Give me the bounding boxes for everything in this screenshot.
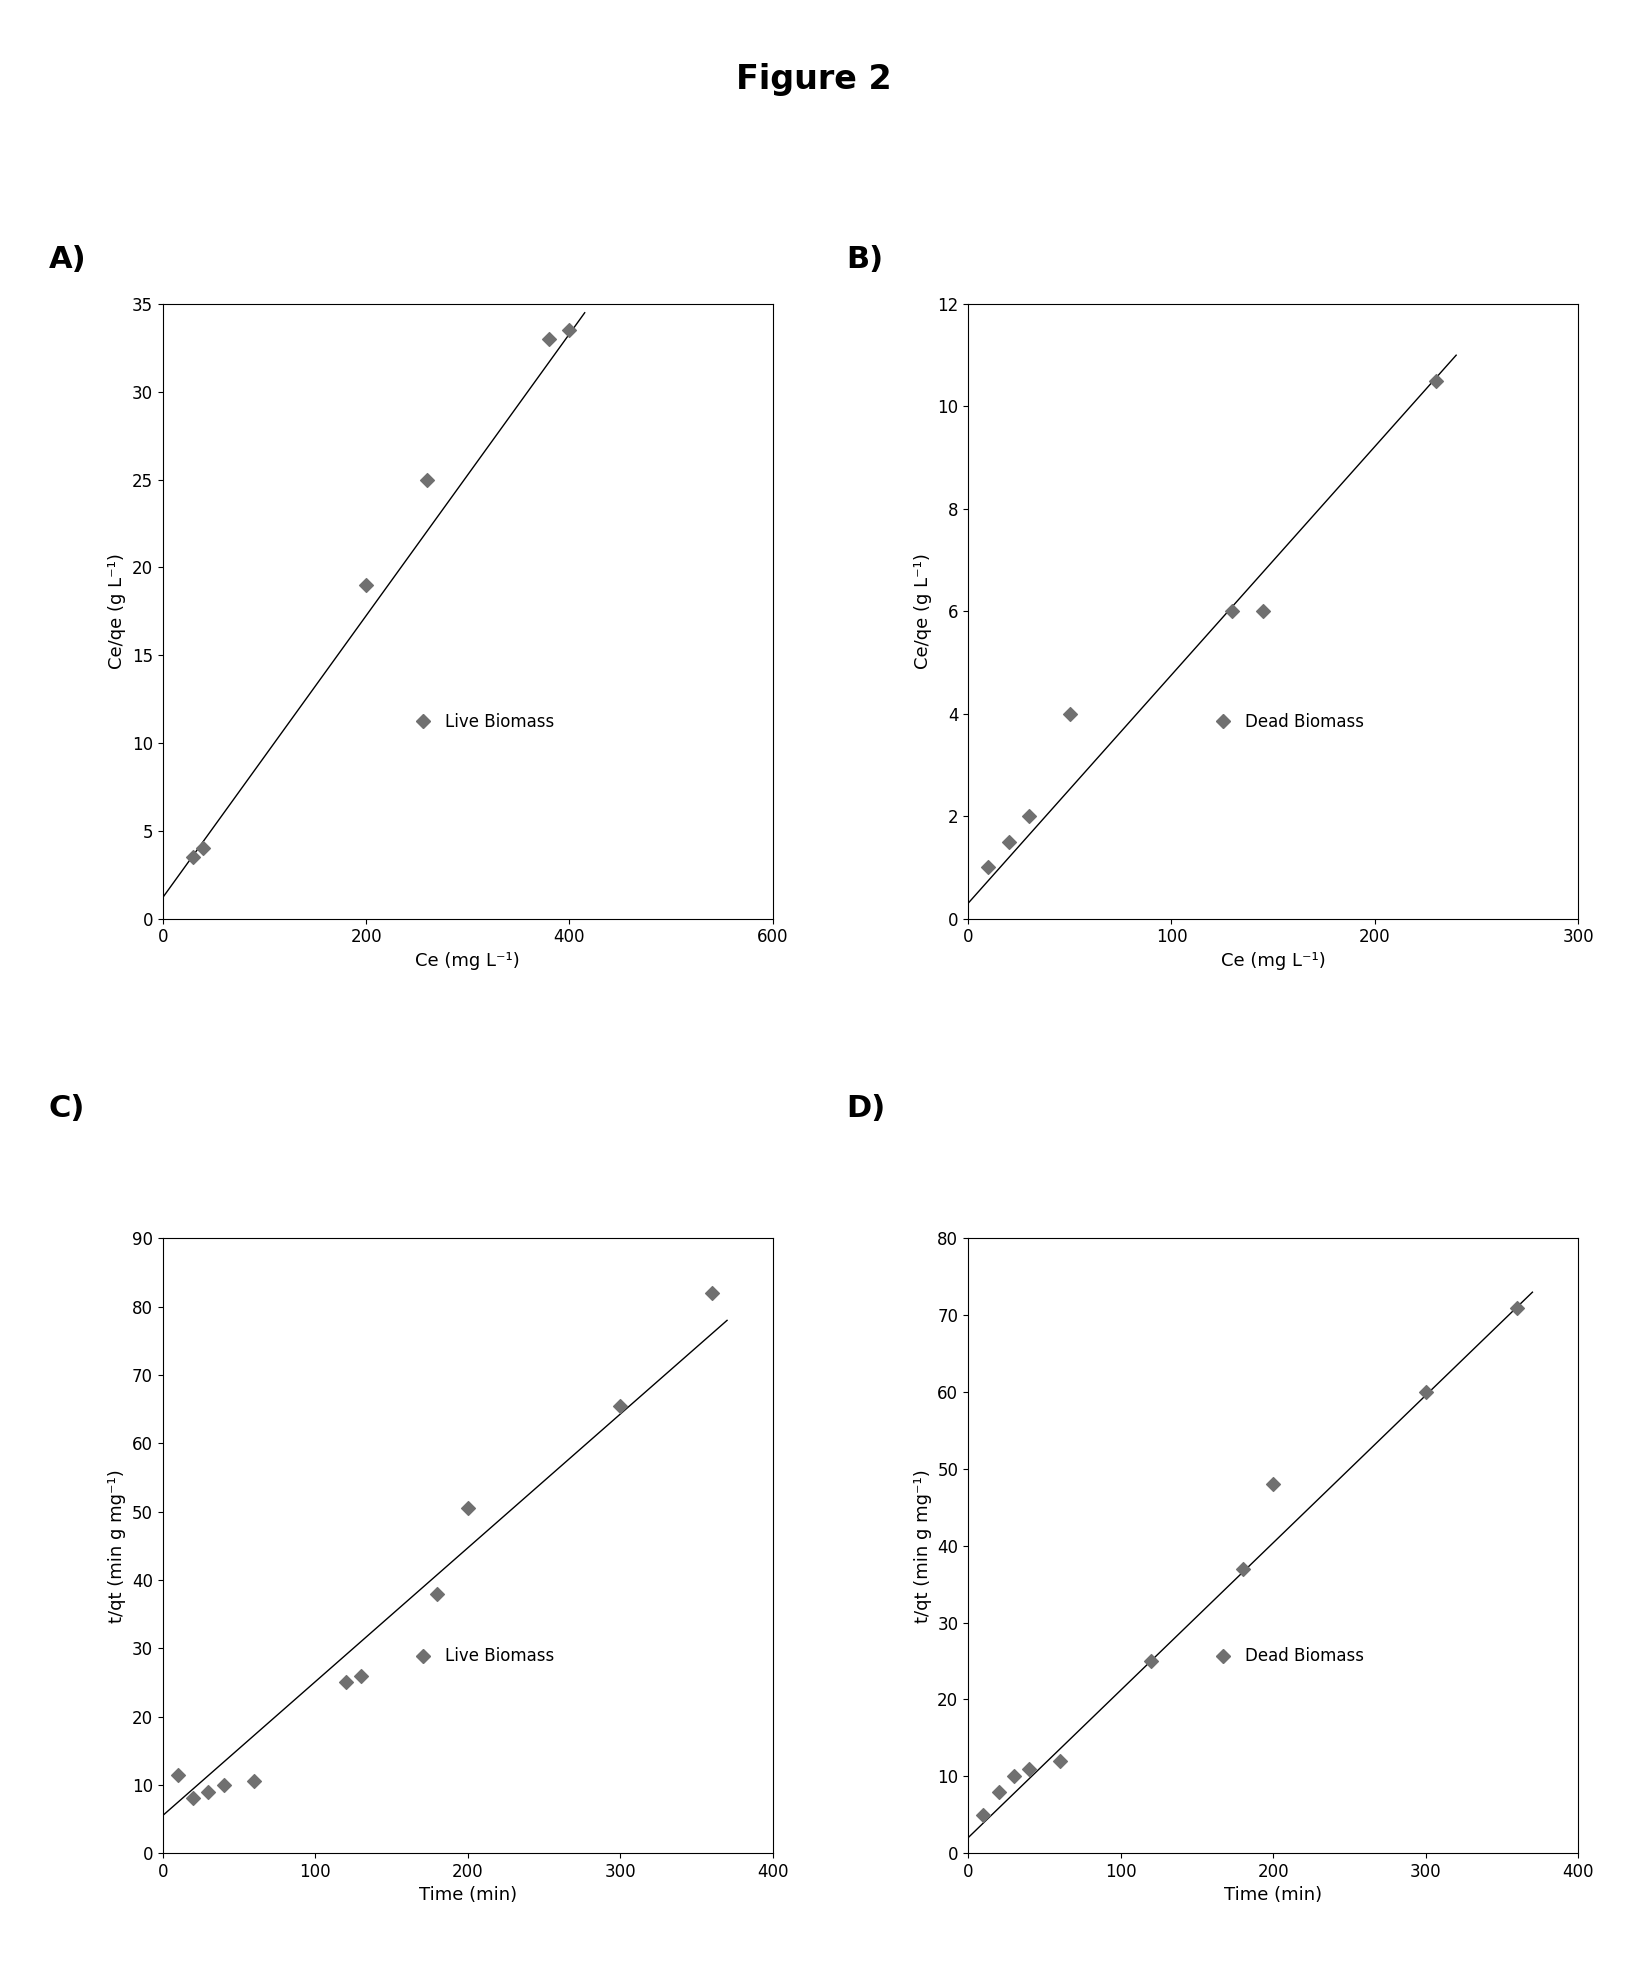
Point	[332, 1667, 358, 1698]
Point	[1503, 1292, 1529, 1324]
Point	[353, 569, 379, 600]
Point	[1046, 1745, 1072, 1777]
Point	[454, 1492, 480, 1524]
Point	[986, 1777, 1012, 1808]
Point	[210, 1769, 238, 1800]
X-axis label: Ce (mg L⁻¹): Ce (mg L⁻¹)	[1220, 951, 1326, 971]
Point	[181, 841, 207, 873]
Point	[698, 1277, 724, 1308]
Legend: Live Biomass: Live Biomass	[400, 1641, 560, 1673]
Point	[413, 465, 439, 496]
X-axis label: Ce (mg L⁻¹): Ce (mg L⁻¹)	[415, 951, 521, 971]
Point	[1412, 1377, 1438, 1408]
Point	[241, 1765, 267, 1796]
Legend: Dead Biomass: Dead Biomass	[1201, 706, 1370, 737]
Y-axis label: Ce/qe (g L⁻¹): Ce/qe (g L⁻¹)	[913, 553, 932, 669]
Point	[970, 1798, 996, 1830]
Text: B): B)	[846, 245, 883, 275]
Point	[556, 314, 582, 345]
Point	[996, 826, 1022, 857]
Y-axis label: t/qt (min g mg⁻¹): t/qt (min g mg⁻¹)	[109, 1469, 127, 1622]
Point	[1422, 365, 1448, 396]
Point	[535, 324, 563, 355]
Point	[1137, 1645, 1163, 1677]
Point	[348, 1659, 374, 1690]
Point	[181, 1783, 207, 1814]
Text: A): A)	[49, 245, 86, 275]
Text: C): C)	[49, 1094, 85, 1124]
X-axis label: Time (min): Time (min)	[1224, 1886, 1323, 1904]
Point	[425, 1579, 451, 1610]
Point	[1058, 698, 1084, 729]
Text: Figure 2: Figure 2	[735, 63, 892, 96]
Point	[607, 1390, 633, 1422]
Point	[1219, 596, 1245, 628]
Point	[1259, 1469, 1285, 1500]
Y-axis label: t/qt (min g mg⁻¹): t/qt (min g mg⁻¹)	[914, 1469, 932, 1622]
Text: D): D)	[846, 1094, 885, 1124]
Point	[190, 833, 216, 865]
X-axis label: Time (min): Time (min)	[418, 1886, 517, 1904]
Y-axis label: Ce/qe (g L⁻¹): Ce/qe (g L⁻¹)	[109, 553, 127, 669]
Point	[1230, 1553, 1256, 1584]
Point	[975, 851, 1001, 882]
Point	[1250, 596, 1276, 628]
Point	[164, 1759, 190, 1790]
Point	[1001, 1761, 1027, 1792]
Legend: Live Biomass: Live Biomass	[400, 706, 560, 737]
Point	[1015, 1753, 1041, 1785]
Point	[1015, 800, 1041, 831]
Point	[195, 1777, 221, 1808]
Legend: Dead Biomass: Dead Biomass	[1201, 1641, 1370, 1673]
